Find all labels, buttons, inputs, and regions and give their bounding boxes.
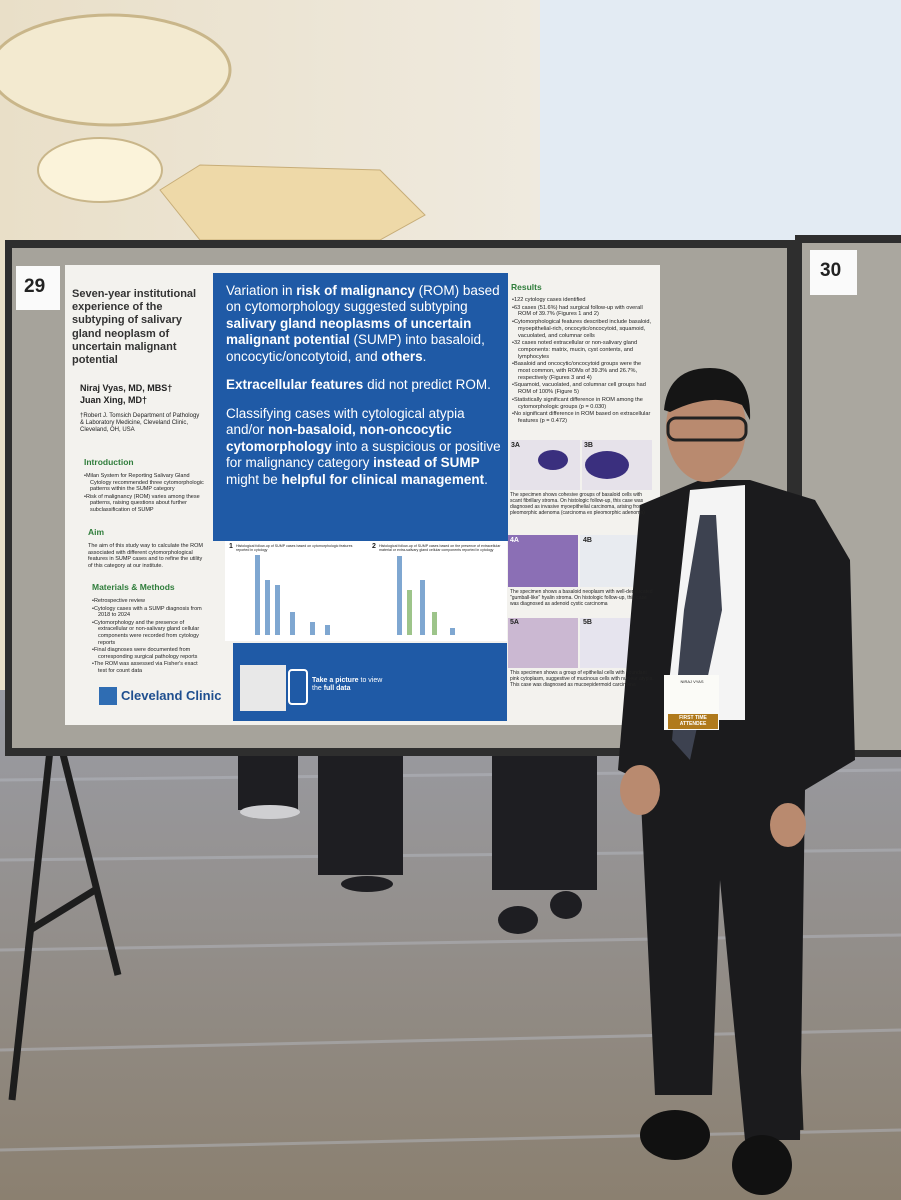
chart-title: Histological follow-up of SUMP cases bas… [379,544,501,553]
key-panel [213,273,508,541]
text-run: non-basaloid, non-oncocytic cytomorpholo… [226,422,452,454]
visitors [238,755,597,934]
figure-caption: The specimen shows cohesive groups of ba… [510,492,645,516]
figure-label: 3B [584,442,593,449]
affiliation: †Robert J. Tomsich Department of Patholo… [80,413,200,434]
text-run: to view the [312,677,383,693]
bullet: Milan System for Reporting Salivary Glan… [84,473,204,493]
paragraph: The aim of this study way to calculate t… [88,543,203,569]
bullet: Final diagnoses were documented from cor… [92,647,207,660]
text-run: full data [323,685,351,693]
text-run: might be [226,471,282,487]
text-run: (SUMP) into basaloid, oncocytic/oncotyto… [226,332,485,364]
bullet-list: 122 cytology cases identified63 cases (5… [512,297,654,426]
board-number: 29 [24,276,46,297]
text-run: . [422,348,427,364]
board-number-card [810,250,857,295]
section-heading: Materials & Methods [92,582,175,592]
text-run: Classifying cases with cytological atypi… [226,405,465,438]
badge-name: NIRAJ VYAS [680,679,704,684]
bullet: Cytomorphological features described inc… [512,319,654,339]
paragraph: Extracellular features did not predict R… [226,377,502,393]
poster-title: Seven-year institutional experience of t… [72,288,197,366]
bullet: Cytology cases with a SUMP diagnosis fro… [92,606,207,619]
text-run: others [381,348,423,364]
phone-icon [288,669,308,705]
text-run: into a suspicious or positive for malign… [226,438,501,471]
logo-mark [99,687,117,705]
bullet: 63 cases (51.6%) had surgical follow-up … [512,305,654,318]
figure-label: 3A [511,442,520,449]
bullet: The ROM was assessed via Fisher's exact … [92,661,207,674]
bullet: Squamoid, vacuolated, and columnar cell … [512,382,654,395]
chandelier [37,137,163,203]
chart-number: 2 [372,543,376,550]
bullet-list: Milan System for Reporting Salivary Glan… [84,473,204,515]
section-heading: Results [511,282,542,292]
section-heading: Aim [88,527,105,537]
text-run: did not predict ROM. [363,377,491,393]
figure-caption: This specimen shows a group of epithelia… [510,670,654,688]
bullet: No significant difference in ROM based o… [512,411,654,424]
text-run: (ROM) based on cytomorphology suggested … [226,283,500,315]
section-heading: Introduction [84,457,134,467]
figure-label: 4A [510,537,519,544]
ceiling-recess [159,164,426,241]
text-run: . [484,471,488,487]
chart-number: 1 [229,543,233,550]
text-run: risk of malignancy [296,283,415,298]
paragraph: Classifying cases with cytological atypi… [226,406,502,488]
text-run: instead of SUMP [373,455,480,471]
chart-area [225,541,507,641]
figure-label: 4B [583,537,592,544]
wall [540,0,901,240]
qr-caption: Take a picture to view the full data [312,677,392,694]
chart-bars [255,555,455,635]
text-run: salivary gland neoplasms of uncertain ma… [226,315,472,348]
text-run: Variation in [226,283,297,298]
qr-code [240,665,286,711]
chandelier [0,13,232,127]
author: Niraj Vyas, MD, MBS† [80,383,173,393]
chart-title: Histological follow-up of SUMP cases bas… [236,544,353,553]
text-run: Extracellular features [226,377,364,393]
bullet: Cytomorphology and the presence of extra… [92,620,207,646]
presenter [618,368,855,1195]
bullet: 122 cytology cases identified [512,297,654,304]
text-run: Take a picture [312,677,359,684]
logo: Cleveland Clinic [121,688,222,703]
figure-caption: The specimen shows a basaloid neoplasm w… [510,589,653,607]
badge-label: FIRST TIME ATTENDEE [679,715,707,727]
bullet: Statistically significant difference in … [512,397,654,410]
author: Juan Xing, MD† [80,395,148,405]
board-number: 30 [820,260,842,281]
paragraph: Variation in risk of malignancy (ROM) ba… [226,283,502,365]
figure-label: 5A [510,619,519,626]
bullet: Risk of malignancy (ROM) varies among th… [84,494,204,514]
bullet: Retrospective review [92,598,207,605]
bullet: 32 cases noted extracellular or non-sali… [512,340,654,360]
bullet-list: Retrospective reviewCytology cases with … [92,598,207,676]
bullet: Basaloid and oncocytic/oncocytoid groups… [512,361,654,381]
key-message: Variation in risk of malignancy (ROM) ba… [226,283,502,500]
text-run: helpful for clinical management [281,471,485,487]
board-number-card [16,266,60,310]
figure-label: 5B [583,619,592,626]
